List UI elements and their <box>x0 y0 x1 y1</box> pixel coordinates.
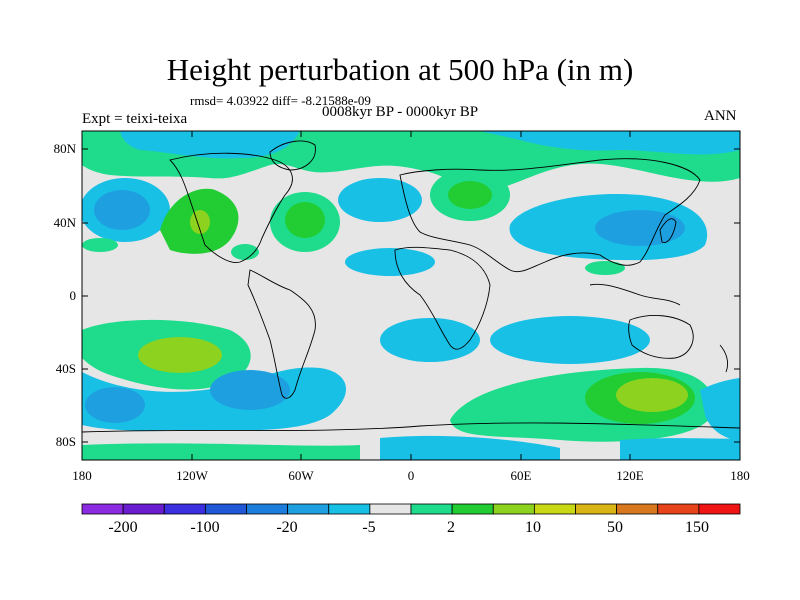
indopac-green-small <box>585 261 625 275</box>
coastlines <box>82 140 740 433</box>
antarctic-green-west <box>82 443 360 460</box>
antarctic-blue <box>380 435 560 460</box>
lon-label-60w: 60W <box>288 468 314 483</box>
lat-label-0: 0 <box>69 288 77 303</box>
lat-ticks <box>82 148 740 443</box>
colorbar-swatch <box>328 503 371 515</box>
colorbar-swatch <box>163 503 206 515</box>
se-edge-blue <box>700 378 740 440</box>
colorbar-label: -20 <box>276 519 298 536</box>
natl-blue-low <box>338 178 422 222</box>
rmsd-diff-stats: rmsd= 4.03922 diff= -8.21588e-09 <box>190 93 371 108</box>
lon-label-120e: 120E <box>616 468 644 483</box>
lat-label-80n: 80N <box>53 141 76 156</box>
asia-blue-inner <box>595 210 685 246</box>
colorbar-swatch <box>122 503 165 515</box>
lat-label-40s: 40S <box>55 361 76 376</box>
sind-yellow <box>616 378 688 412</box>
greenland-coast <box>269 140 316 171</box>
satl-blue <box>380 318 480 362</box>
australia-coast <box>628 315 694 359</box>
colorbar-swatch <box>369 503 412 515</box>
colorbar-swatch <box>204 503 247 515</box>
natl-green-inner <box>285 202 325 238</box>
colorbar-label: -200 <box>108 519 138 536</box>
colorbar <box>81 503 741 515</box>
spac-blue-inner-west <box>85 387 145 423</box>
maritime-continent-coast <box>589 283 681 306</box>
colorbar-swatch <box>616 503 659 515</box>
colorbar-swatch <box>492 503 535 515</box>
colorbar-swatch <box>533 503 576 515</box>
colorbar-label: 150 <box>685 519 709 536</box>
plot-title: Height perturbation at 500 hPa (in m) <box>166 52 634 87</box>
indian-blue <box>490 316 650 364</box>
subtrop-atl-blue <box>345 248 435 276</box>
colorbar-label: -100 <box>190 519 220 536</box>
colorbar-swatch <box>410 503 453 515</box>
new-zealand-coast <box>719 344 729 373</box>
npac-blue-inner <box>94 190 150 230</box>
lon-label-60e: 60E <box>510 468 532 483</box>
japan-coast <box>659 218 677 243</box>
colorbar-swatch <box>451 503 494 515</box>
lon-label-120w: 120W <box>176 468 208 483</box>
arctic-blue-patch <box>120 131 300 159</box>
africa-coast <box>394 246 491 350</box>
colorbar-swatch <box>698 503 741 515</box>
south-america-coast <box>247 269 316 399</box>
colorbar-label: 50 <box>607 519 623 536</box>
spac-blue-inner-east <box>210 370 290 410</box>
antarctica-coast <box>82 422 740 433</box>
wpac-green-small <box>82 238 118 252</box>
lon-label-180w: 180 <box>72 468 92 483</box>
lon-label-180e: 180 <box>730 468 750 483</box>
contour-field <box>82 131 740 460</box>
spac-yellow <box>138 337 222 373</box>
lon-label-0: 0 <box>407 468 415 483</box>
colorbar-swatch <box>246 503 289 515</box>
colorbar-swatch <box>575 503 618 515</box>
antarctic-blue-east <box>620 438 740 460</box>
colorbar-swatch <box>287 503 330 515</box>
eurasia-green-inner <box>448 181 492 209</box>
colorbar-label: -5 <box>362 519 376 536</box>
season-label: ANN <box>704 108 737 124</box>
lat-label-40n: 40N <box>53 215 76 230</box>
north-america-coast <box>169 152 293 263</box>
colorbar-label: 2 <box>447 519 455 536</box>
lon-ticks <box>191 131 631 460</box>
caribbean-green-small <box>231 244 259 260</box>
eurasia-coast <box>399 158 701 273</box>
colorbar-swatch <box>657 503 700 515</box>
period-label: 0008kyr BP - 0000kyr BP <box>321 104 479 120</box>
colorbar-label: 10 <box>525 519 541 536</box>
lat-label-80s: 80S <box>55 434 76 449</box>
arctic-east-blue <box>480 131 740 155</box>
colorbar-swatch <box>81 503 124 515</box>
experiment-label: Expt = teixi-teixa <box>82 111 188 127</box>
